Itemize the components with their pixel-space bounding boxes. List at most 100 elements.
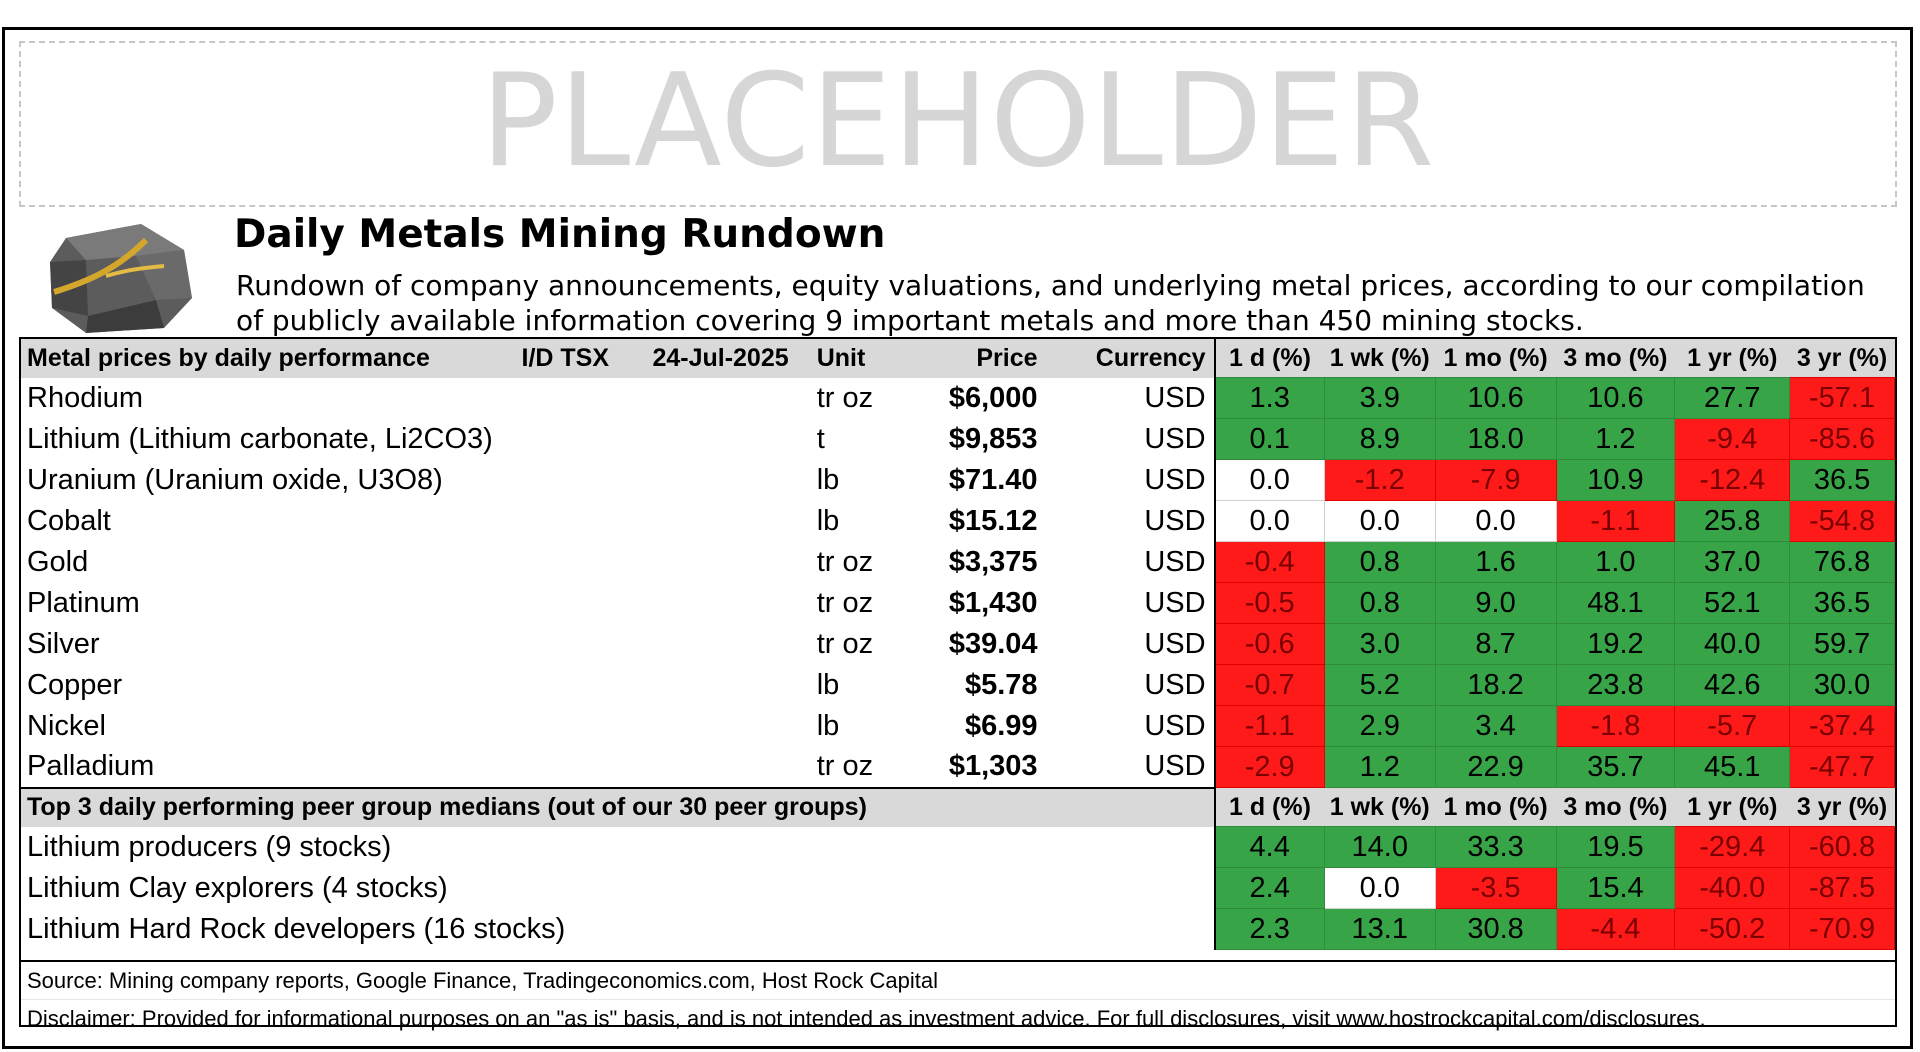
metal-perf-cell: 18.2 [1434, 664, 1557, 706]
metal-spacer [510, 378, 817, 419]
metal-perf-cell: 0.0 [1213, 459, 1325, 501]
peer-perf-cell: 14.0 [1323, 826, 1436, 868]
metal-perf-cell: 45.1 [1674, 746, 1791, 788]
peer-perf-cell: 0.0 [1323, 867, 1436, 909]
metal-unit: lb [816, 463, 840, 496]
peer-perf-cell: 2.4 [1213, 867, 1325, 909]
metal-unit: tr oz [816, 545, 874, 578]
footer: Source: Mining company reports, Google F… [21, 960, 1895, 1037]
metal-perf-cell: -85.6 [1789, 418, 1895, 460]
metal-row: Copper lb $5.78 USD -0.7 5.2 18.2 23.8 42.6 30.0 [21, 664, 1895, 706]
metal-perf-cell: 42.6 [1674, 664, 1791, 706]
metal-perf-cell: 0.1 [1213, 418, 1325, 460]
metal-perf-cell: 5.2 [1323, 664, 1436, 706]
metal-unit: tr oz [816, 627, 874, 660]
metal-currency: USD [1144, 545, 1206, 578]
metals-body: Rhodium tr oz $6,000 USD 1.3 3.9 10.6 10.6 27.7-… [21, 377, 1895, 788]
metal-perf-cell: -12.4 [1674, 459, 1791, 501]
metal-currency: USD [1144, 381, 1206, 414]
metal-spacer [510, 419, 817, 460]
metal-perf-cell: 25.8 [1674, 500, 1791, 542]
metal-perf-cell: 0.0 [1213, 500, 1325, 542]
metal-perf-cell: 2.9 [1323, 705, 1436, 747]
peer-perf-cell: -50.2 [1674, 908, 1791, 950]
peer-name: Lithium Hard Rock developers (16 stocks) [27, 912, 566, 945]
metal-name: Copper [27, 668, 123, 701]
metals-header-unit: Unit [816, 339, 903, 378]
metals-table-container: Metal prices by daily performance I/D TS… [19, 337, 1897, 1031]
metal-perf-cell: 40.0 [1674, 623, 1791, 665]
metals-header-price: Price [902, 339, 1074, 378]
peer-perf-cell: 4.4 [1213, 826, 1325, 868]
metal-price: $71.40 [948, 463, 1038, 496]
peer-header-period: 1 wk (%) [1324, 787, 1436, 827]
peer-row: Lithium producers (9 stocks) 4.4 14.0 33.3 1… [21, 826, 1895, 868]
peer-row: Lithium Clay explorers (4 stocks) 2.4 0.0-… [21, 867, 1895, 909]
metal-price: $1,303 [948, 750, 1038, 782]
metal-perf-cell: -1.2 [1323, 459, 1436, 501]
metals-header-date: 24-Jul-2025 [640, 339, 817, 378]
metal-spacer [510, 706, 817, 747]
metal-name: Nickel [27, 709, 106, 742]
peer-header-period: 1 d (%) [1213, 787, 1325, 827]
metal-perf-cell: 1.0 [1555, 541, 1676, 583]
metals-header-source: I/D TSX [509, 339, 641, 378]
peers-body: Lithium producers (9 stocks) 4.4 14.0 33.3 1… [21, 826, 1895, 950]
peer-header-row: Top 3 daily performing peer group median… [21, 786, 1895, 827]
metal-perf-cell: 1.6 [1434, 541, 1557, 583]
peer-header-label: Top 3 daily performing peer group median… [21, 786, 1215, 827]
metal-row: Lithium (Lithium carbonate, Li2CO3) t $9,8… [21, 418, 1895, 460]
metal-spacer [510, 542, 817, 583]
metals-header-row: Metal prices by daily performance I/D TS… [21, 339, 1895, 378]
peer-perf-cell: 19.5 [1555, 826, 1676, 868]
peer-name: Lithium Clay explorers (4 stocks) [27, 871, 448, 904]
metal-unit: t [816, 422, 825, 455]
metals-header-period: 1 mo (%) [1435, 339, 1556, 378]
metal-perf-cell: 8.9 [1323, 418, 1436, 460]
metal-row: Silver tr oz $39.04 USD -0.6 3.0 8.7 19.2 40.0 59… [21, 623, 1895, 665]
metal-perf-cell: 36.5 [1789, 459, 1895, 501]
metal-row: Nickel lb $6.99 USD -1.1 2.9 3.4 -1.8 -5.7 -37.4 [21, 705, 1895, 747]
metal-row: Rhodium tr oz $6,000 USD 1.3 3.9 10.6 10.6 27.7-… [21, 377, 1895, 419]
metal-perf-cell: 23.8 [1555, 664, 1676, 706]
metal-name: Gold [27, 545, 89, 578]
peer-perf-cell: -70.9 [1789, 908, 1895, 950]
metal-row: Uranium (Uranium oxide, U3O8) lb $71.40 USD… [21, 459, 1895, 501]
peer-perf-cell: 15.4 [1555, 867, 1676, 909]
source-note: Source: Mining company reports, Google F… [27, 968, 938, 993]
metal-perf-cell: -0.7 [1213, 664, 1325, 706]
metal-spacer [510, 747, 817, 788]
metal-price: $5.78 [964, 668, 1038, 701]
page-frame [2, 27, 1913, 1049]
metal-perf-cell: 0.8 [1323, 541, 1436, 583]
peer-perf-cell: 33.3 [1434, 826, 1557, 868]
peer-perf-cell: -29.4 [1674, 826, 1791, 868]
metal-perf-cell: 37.0 [1674, 541, 1791, 583]
metal-perf-cell: -0.5 [1213, 582, 1325, 624]
metal-perf-cell: 10.9 [1555, 459, 1676, 501]
metal-row: Palladium tr oz $1,303 USD -2.9 1.2 22.9 35.7 45… [21, 746, 1895, 788]
page-subtitle: Rundown of company announcements, equity… [236, 269, 1865, 337]
metal-perf-cell: 0.8 [1323, 582, 1436, 624]
metal-spacer [510, 665, 817, 706]
metal-price: $6,000 [948, 381, 1038, 414]
metal-price: $39.04 [948, 627, 1038, 660]
metal-perf-cell: -1.8 [1555, 705, 1676, 747]
metal-perf-cell: 3.4 [1434, 705, 1557, 747]
metal-currency: USD [1144, 668, 1206, 701]
metal-price: $6.99 [964, 709, 1038, 742]
metal-perf-cell: 36.5 [1789, 582, 1895, 624]
metal-row: Gold tr oz $3,375 USD -0.4 0.8 1.6 1.0 37.0 76.8 [21, 541, 1895, 583]
metal-unit: lb [816, 504, 840, 537]
peer-header-period: 1 yr (%) [1674, 787, 1790, 827]
metal-price: $9,853 [948, 422, 1038, 455]
metal-perf-cell: 18.0 [1434, 418, 1557, 460]
metal-price: $15.12 [948, 504, 1038, 537]
metal-perf-cell: -1.1 [1555, 500, 1676, 542]
peer-perf-cell: -3.5 [1434, 867, 1557, 909]
metal-perf-cell: -0.4 [1213, 541, 1325, 583]
metal-perf-cell: 3.0 [1323, 623, 1436, 665]
metal-perf-cell: 0.0 [1323, 500, 1436, 542]
metal-currency: USD [1144, 750, 1206, 782]
metal-perf-cell: 19.2 [1555, 623, 1676, 665]
